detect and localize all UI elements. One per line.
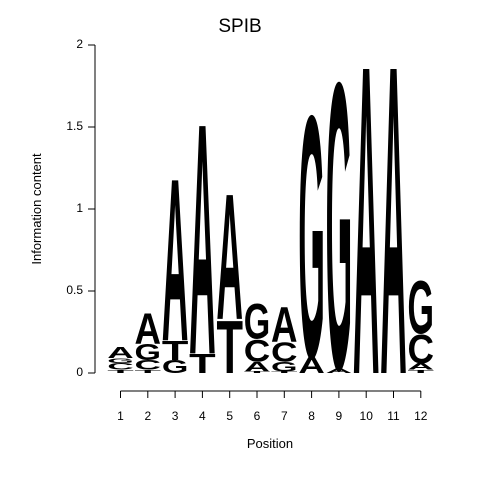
- logo-stack: A: [380, 0, 406, 467]
- logo-letter-A: A: [380, 0, 406, 467]
- x-tick-label: 12: [414, 409, 428, 423]
- logo-stack: AG: [326, 0, 353, 455]
- x-axis-label: Position: [247, 436, 293, 451]
- logo-letter-A: A: [135, 305, 161, 354]
- logo-letter-G: G: [326, 0, 352, 455]
- x-tick-label: 5: [226, 409, 233, 423]
- logo-letter-A: A: [107, 344, 134, 362]
- x-tick-label: 6: [254, 409, 261, 423]
- logo-letter-A: A: [216, 155, 242, 357]
- logo-letter-G: G: [408, 267, 434, 351]
- logo-letter-A: A: [271, 297, 298, 353]
- logo-letter-A: A: [353, 0, 379, 467]
- logo-letter-G: G: [244, 294, 270, 350]
- chart-title: SPIB: [218, 16, 261, 37]
- logo-stack: TA: [189, 54, 216, 424]
- x-tick-label: 7: [281, 409, 288, 423]
- logo-stack: TA: [216, 155, 242, 390]
- logo-letter-G: G: [298, 44, 324, 431]
- logo-letter-A: A: [189, 54, 215, 424]
- y-tick-label: 0: [76, 365, 83, 379]
- y-tick-label: 2: [76, 37, 83, 51]
- y-tick-label: 1: [76, 201, 83, 215]
- logo-stack: GTA: [162, 131, 189, 391]
- y-axis: 0 0.5 1 1.5 2: [66, 37, 95, 379]
- x-tick-label: 1: [117, 409, 124, 423]
- y-tick-label: 1.5: [66, 119, 83, 133]
- logo-stack: AG: [298, 44, 324, 431]
- x-tick-label: 2: [144, 409, 151, 423]
- x-tick-label: 3: [172, 409, 179, 423]
- y-tick-label: 0.5: [66, 283, 83, 297]
- logo-stack: A: [353, 0, 379, 467]
- logo-letter-A: A: [162, 131, 188, 391]
- y-axis-label: Information content: [29, 153, 44, 265]
